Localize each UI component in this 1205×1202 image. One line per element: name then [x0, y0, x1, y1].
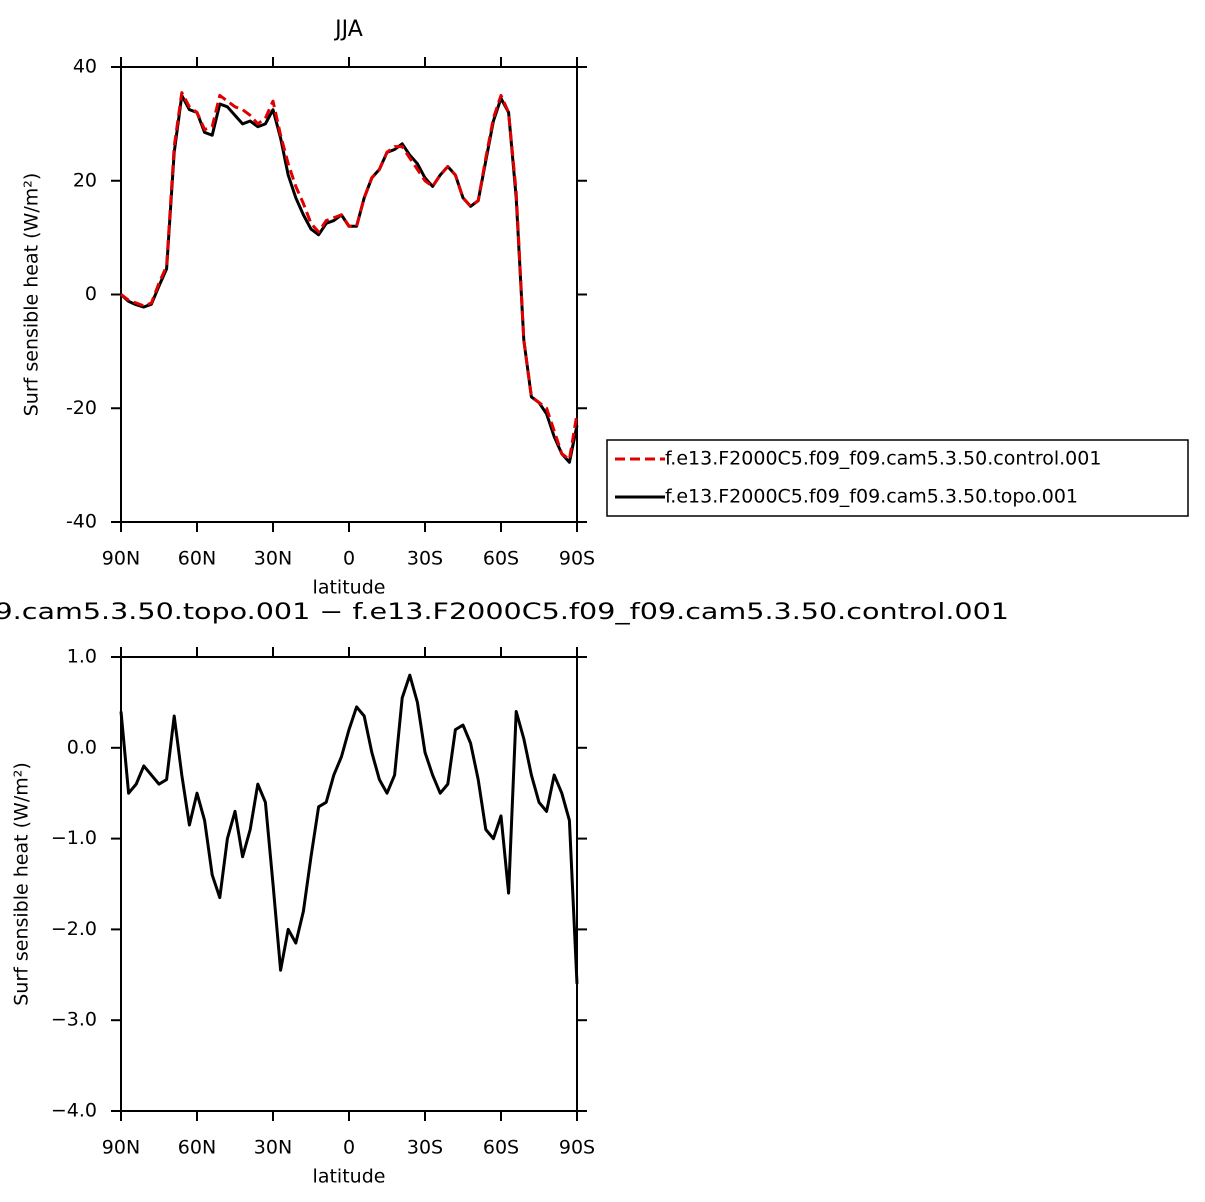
- legend-label: f.e13.F2000C5.f09_f09.cam5.3.50.topo.001: [665, 486, 1078, 508]
- y-tick-label: 1.0: [67, 646, 97, 668]
- y-tick-label: -20: [66, 397, 97, 419]
- chart-title: JJA: [333, 17, 363, 42]
- y-tick-label: 20: [73, 169, 97, 191]
- x-tick-label: 0: [343, 1137, 355, 1159]
- x-tick-label: 60N: [178, 548, 216, 570]
- data-line: [120, 91, 579, 461]
- x-tick-label: 0: [343, 548, 355, 570]
- x-axis-label: latitude: [313, 577, 386, 599]
- x-tick-label: 60N: [178, 1137, 216, 1159]
- plot-frame: [120, 66, 578, 523]
- legend-label: f.e13.F2000C5.f09_f09.cam5.3.50.control.…: [665, 448, 1101, 470]
- y-tick-label: −1.0: [51, 827, 97, 849]
- legend-box: [606, 439, 1189, 517]
- x-tick-label: 90S: [559, 1137, 595, 1159]
- x-tick-label: 60S: [483, 548, 519, 570]
- data-line: [119, 673, 579, 984]
- x-tick-label: 60S: [483, 1137, 519, 1159]
- y-tick-label: −2.0: [51, 918, 97, 940]
- y-tick-label: −4.0: [51, 1100, 97, 1122]
- x-tick-label: 30N: [254, 548, 292, 570]
- data-line: [119, 93, 579, 464]
- y-tick-label: -40: [66, 511, 97, 533]
- x-tick-label: 90S: [559, 548, 595, 570]
- x-axis-label: latitude: [313, 1166, 386, 1188]
- x-tick-label: 30S: [407, 1137, 443, 1159]
- chart-title: f.e13.F2000C5.f09_f09.cam5.3.50.topo.001…: [0, 600, 1009, 625]
- y-tick-label: −3.0: [51, 1009, 97, 1031]
- y-tick-label: 0.0: [67, 736, 97, 758]
- y-axis-label: Surf sensible heat (W/m²): [11, 762, 33, 1006]
- x-tick-label: 30S: [407, 548, 443, 570]
- y-tick-label: 0: [85, 283, 97, 305]
- y-tick-label: 40: [73, 56, 97, 78]
- y-axis-label: Surf sensible heat (W/m²): [21, 173, 43, 417]
- x-tick-label: 30N: [254, 1137, 292, 1159]
- x-tick-label: 90N: [102, 548, 140, 570]
- x-tick-label: 90N: [102, 1137, 140, 1159]
